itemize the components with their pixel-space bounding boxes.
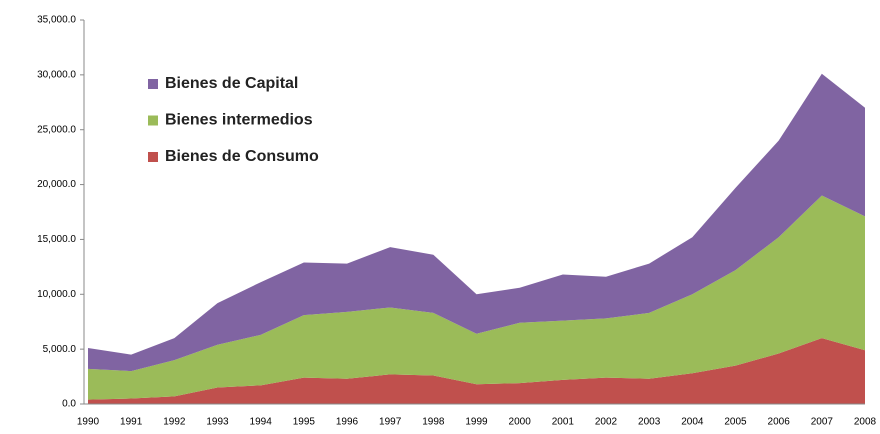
y-tick-label: 5,000.0	[43, 344, 77, 355]
x-tick-label: 1997	[379, 417, 402, 428]
x-tick-label: 2007	[811, 417, 834, 428]
y-tick-label: 10,000.0	[37, 289, 76, 300]
x-tick-label: 2002	[595, 417, 618, 428]
x-tick-label: 2008	[854, 417, 877, 428]
x-tick-label: 2003	[638, 417, 661, 428]
y-tick-label: 25,000.0	[37, 124, 76, 135]
legend-swatch	[148, 152, 158, 162]
x-tick-label: 2000	[509, 417, 532, 428]
legend-swatch	[148, 79, 158, 89]
x-tick-label: 1990	[77, 417, 100, 428]
legend-text: Bienes intermedios	[165, 112, 313, 129]
x-tick-label: 1995	[293, 417, 316, 428]
x-tick-label: 1991	[120, 417, 143, 428]
x-tick-label: 2004	[681, 417, 704, 428]
x-tick-label: 1998	[422, 417, 445, 428]
legend-swatch	[148, 115, 158, 126]
x-tick-label: 1992	[163, 417, 186, 428]
x-tick-label: 2001	[552, 417, 575, 428]
legend-text: Bienes de Capital	[165, 75, 298, 92]
x-tick-label: 1994	[250, 417, 273, 428]
y-tick-label: 15,000.0	[37, 234, 76, 245]
area	[88, 73, 865, 372]
y-tick-label: 35,000.0	[37, 15, 76, 26]
legend-text: Bienes de Consumo	[165, 148, 319, 165]
x-tick-label: 2005	[724, 417, 747, 428]
x-tick-label: 1996	[336, 417, 359, 428]
area	[88, 338, 865, 404]
x-tick-label: 2006	[768, 417, 791, 428]
y-tick-label: 30,000.0	[37, 69, 76, 80]
x-tick-label: 1999	[465, 417, 488, 428]
y-tick-label: 0.0	[62, 399, 76, 410]
y-tick-label: 20,000.0	[37, 179, 76, 190]
x-tick-label: 1993	[206, 417, 229, 428]
area	[88, 195, 865, 400]
